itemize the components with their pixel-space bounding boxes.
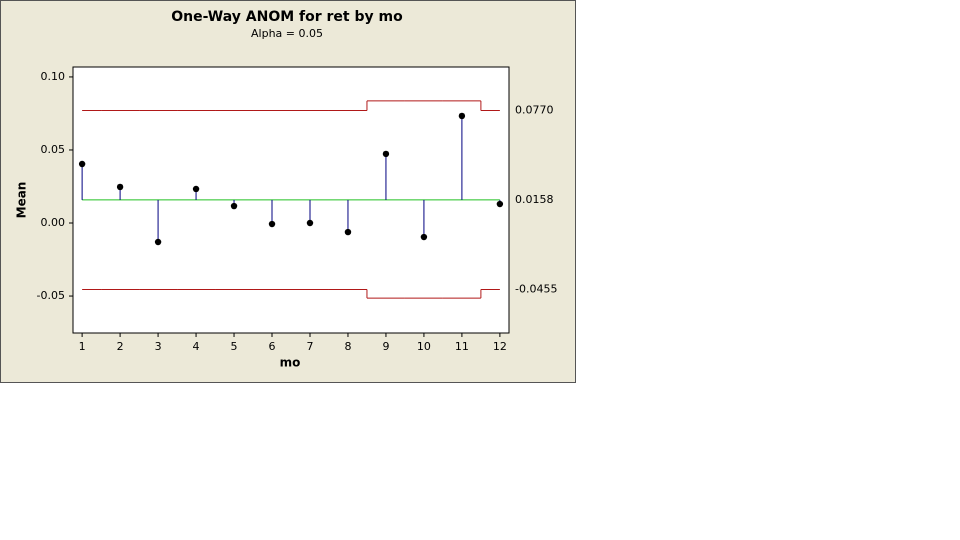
y-tick-label: -0.05 <box>37 289 65 302</box>
y-tick-label: 0.05 <box>41 143 66 156</box>
point <box>78 160 86 168</box>
x-tick-label: 9 <box>382 340 389 353</box>
x-tick-label: 1 <box>79 340 86 353</box>
reference-label: 0.0158 <box>515 193 554 206</box>
point <box>382 150 390 158</box>
point <box>268 220 276 228</box>
point <box>344 228 352 236</box>
x-tick-label: 2 <box>117 340 124 353</box>
point <box>306 219 314 227</box>
x-tick-label: 12 <box>493 340 507 353</box>
y-tick-label: 0.10 <box>41 70 66 83</box>
x-tick-label: 3 <box>155 340 162 353</box>
reference-label: -0.0455 <box>515 282 557 295</box>
x-axis-title: mo <box>280 356 301 370</box>
x-tick-label: 10 <box>417 340 431 353</box>
chart-title: One-Way ANOM for ret by mo <box>171 9 403 25</box>
y-tick-label: 0.00 <box>41 216 66 229</box>
point <box>116 183 124 191</box>
x-tick-label: 4 <box>193 340 200 353</box>
point <box>458 112 466 120</box>
x-tick-label: 8 <box>344 340 351 353</box>
x-tick-label: 11 <box>455 340 469 353</box>
chart-subtitle: Alpha = 0.05 <box>251 27 323 40</box>
point <box>192 185 200 193</box>
reference-label: 0.0770 <box>515 104 554 117</box>
y-axis-title: Mean <box>15 182 29 219</box>
point <box>230 202 238 210</box>
x-tick-label: 6 <box>269 340 276 353</box>
x-tick-label: 7 <box>306 340 313 353</box>
x-tick-label: 5 <box>231 340 238 353</box>
point <box>496 200 504 208</box>
point <box>154 238 162 246</box>
point <box>420 233 428 241</box>
